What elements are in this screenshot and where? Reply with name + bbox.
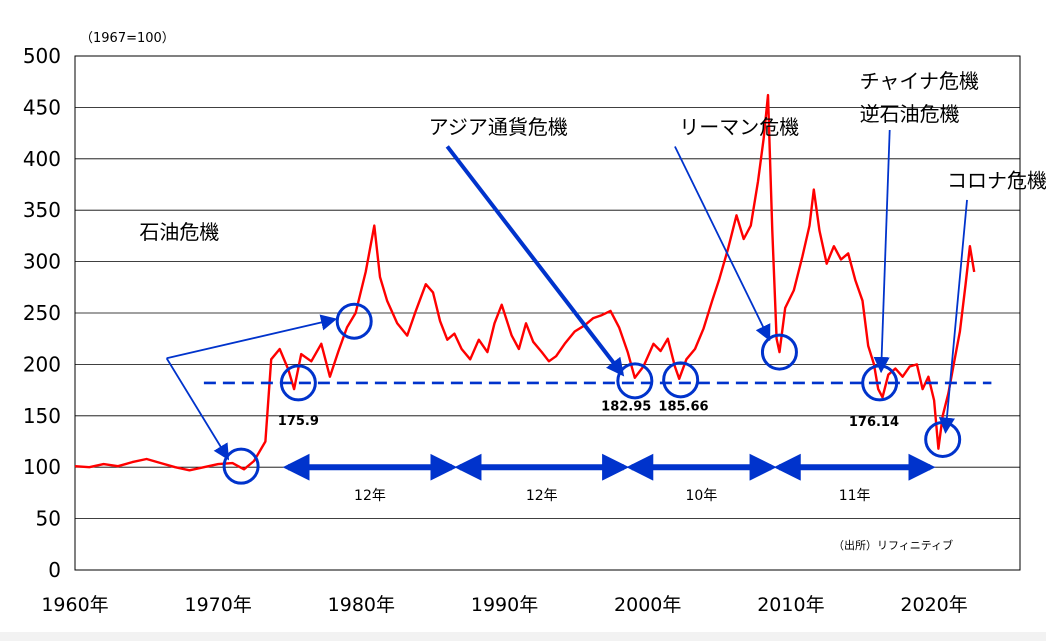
annotation-label: アジア通貨危機	[429, 115, 568, 139]
y-tick-label: 100	[23, 455, 61, 479]
value-labels: 175.9 182.95 185.66 176.14	[278, 400, 899, 430]
annotation-arrows	[165, 129, 968, 461]
x-tick-label: 1960年	[41, 594, 108, 616]
span-label: 10年	[686, 488, 718, 504]
annotation-arrow	[445, 145, 625, 377]
highlight-circle	[662, 361, 700, 399]
highlight-circle	[335, 302, 373, 340]
highlight-circle	[222, 447, 260, 485]
x-tick-label: 2020年	[900, 594, 967, 616]
y-axis-ticks: 0 50 100 150 200 250 300 350 400 450 500	[23, 44, 61, 582]
y-tick-label: 50	[36, 507, 61, 531]
y-tick-label: 250	[23, 301, 61, 325]
period-spans: 12年 12年 10年 11年	[282, 453, 936, 504]
plot-frame	[74, 55, 1021, 571]
y-tick-label: 400	[23, 147, 61, 171]
span-label: 11年	[839, 488, 871, 504]
source-note: （出所）リフィニティブ	[833, 538, 953, 552]
highlight-circle	[760, 333, 798, 371]
value-label: 185.66	[658, 400, 708, 415]
annotation-label: リーマン危機	[679, 115, 799, 139]
span-label: 12年	[526, 488, 558, 504]
annotation-arrow	[938, 199, 968, 434]
y-tick-label: 0	[48, 558, 61, 582]
y-tick-label: 150	[23, 404, 61, 428]
bottom-strip	[0, 632, 1046, 641]
y-tick-label: 300	[23, 250, 61, 274]
annotation-arrow	[873, 129, 891, 374]
value-label: 175.9	[278, 414, 319, 429]
annotation-label: 逆石油危機	[860, 102, 960, 126]
gridlines	[74, 55, 1021, 571]
x-tick-label: 2010年	[757, 594, 824, 616]
highlight-circles	[222, 302, 962, 485]
highlight-circle	[279, 364, 317, 402]
x-tick-label: 1980年	[328, 594, 395, 616]
x-tick-label: 2000年	[614, 594, 681, 616]
series-layer	[74, 93, 992, 472]
annotation-arrow	[674, 146, 771, 342]
y-tick-label: 350	[23, 198, 61, 222]
y-tick-label: 500	[23, 44, 61, 68]
annotation-arrow	[166, 314, 338, 360]
value-label: 176.14	[849, 415, 899, 430]
highlight-circle	[616, 362, 654, 400]
annotation-label: コロナ危機	[947, 169, 1046, 193]
span-label: 12年	[354, 488, 386, 504]
annotation-arrow	[165, 357, 230, 461]
x-tick-label: 1990年	[471, 594, 538, 616]
highlight-circle	[924, 420, 962, 458]
series-line-index	[74, 93, 976, 472]
x-axis-ticks: 1960年 1970年 1980年 1990年 2000年 2010年 2020年	[41, 594, 967, 616]
x-tick-label: 1970年	[185, 594, 252, 616]
unit-note: （1967=100）	[80, 31, 175, 46]
value-label: 182.95	[601, 400, 651, 415]
y-tick-label: 200	[23, 352, 61, 376]
y-tick-label: 450	[23, 95, 61, 119]
annotation-label: 石油危機	[139, 220, 219, 244]
annotation-label: チャイナ危機	[860, 69, 979, 93]
